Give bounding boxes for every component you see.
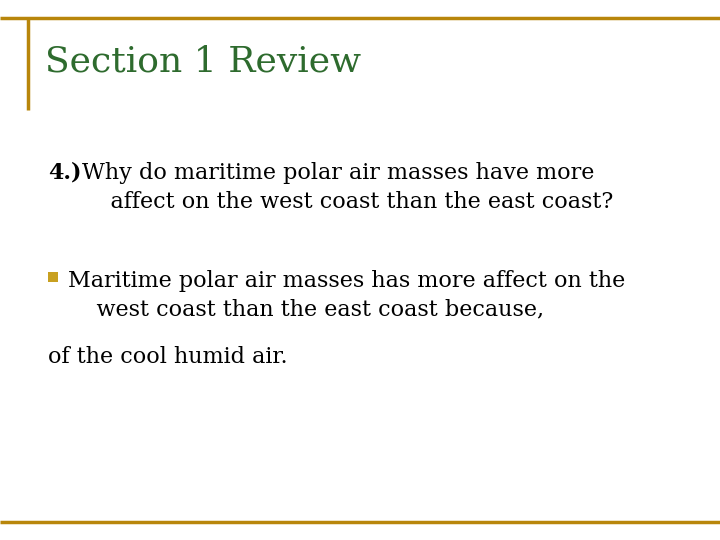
Text: 4.): 4.)	[48, 162, 81, 184]
Bar	[48, 272, 58, 282]
Text: Section 1 Review: Section 1 Review	[45, 45, 361, 79]
Text: Maritime polar air masses has more affect on the
    west coast than the east co: Maritime polar air masses has more affec…	[68, 270, 625, 321]
Text: Why do maritime polar air masses have more
    affect on the west coast than the: Why do maritime polar air masses have mo…	[82, 162, 613, 213]
Text: of the cool humid air.: of the cool humid air.	[48, 346, 287, 368]
